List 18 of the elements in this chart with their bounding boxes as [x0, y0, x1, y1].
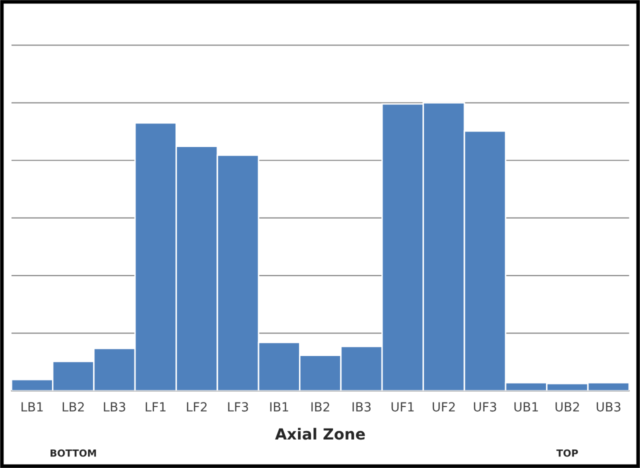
- text: BOTTOM: [50, 449, 96, 457]
- x-tick-label: LB2: [62, 402, 84, 412]
- x-tick-label: IB2: [311, 402, 330, 412]
- x-tick-label: LB1: [22, 402, 43, 412]
- x-tick-label: UF3: [474, 402, 496, 412]
- x-tick-label: UF1: [392, 402, 414, 412]
- x-tick-label: IB1: [270, 402, 288, 412]
- x-tick-label: LF2: [186, 402, 207, 412]
- x-tick-label: IB3: [352, 402, 371, 412]
- x-tick-label: UF2: [432, 402, 455, 412]
- x-tick-label: UB3: [596, 402, 620, 412]
- x-axis-title: Axial Zone: [275, 428, 365, 440]
- x-tick-label: UB1: [514, 402, 538, 412]
- x-tick-label: UB2: [556, 402, 579, 412]
- x-tick-label: LB3: [104, 402, 126, 412]
- x-tick-label: LF1: [146, 402, 166, 412]
- x-tick-label: LF3: [228, 402, 248, 412]
- text: TOP: [556, 449, 578, 457]
